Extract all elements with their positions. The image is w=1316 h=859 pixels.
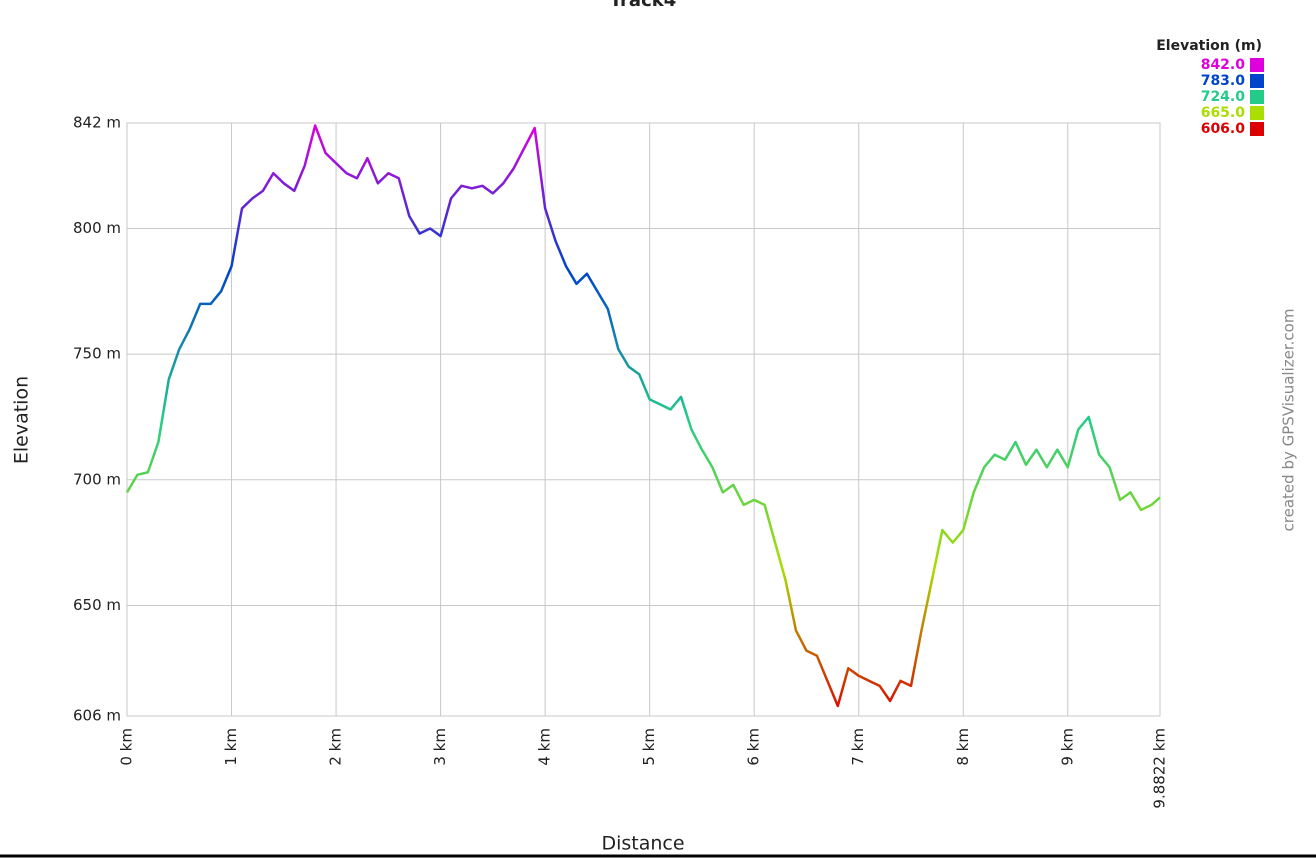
legend-swatch — [1250, 90, 1264, 104]
elevation-line — [125, 124, 1161, 708]
y-tick-label: 750 m — [73, 345, 121, 363]
x-tick-label: 8 km — [954, 728, 972, 766]
plot-frame — [126, 122, 1161, 717]
y-tick-label: 650 m — [73, 596, 121, 614]
y-tick-label: 800 m — [73, 219, 121, 237]
legend-swatch — [1250, 74, 1264, 88]
legend-title: Elevation (m) — [1156, 38, 1262, 54]
y-tick-label: 700 m — [73, 470, 121, 488]
legend-label: 606.0 — [1201, 121, 1246, 137]
x-tick-label: 9 km — [1058, 728, 1076, 766]
x-tick-label: 7 km — [849, 728, 867, 766]
x-tick-label: 3 km — [431, 728, 449, 766]
legend-swatch — [1250, 106, 1264, 120]
legend-swatch — [1250, 58, 1264, 72]
x-tick-label: 9.8822 km — [1151, 728, 1169, 809]
credit: created by GPSVisualizer.com — [1280, 309, 1298, 532]
x-tick-label: 5 km — [640, 728, 658, 766]
legend-label: 724.0 — [1201, 89, 1246, 105]
x-axis-label: Distance — [601, 833, 684, 855]
legend-label: 842.0 — [1201, 57, 1246, 73]
legend-label: 783.0 — [1201, 73, 1246, 89]
x-tick-label: 4 km — [536, 728, 554, 766]
x-tick-label: 6 km — [745, 728, 763, 766]
x-tick-label: 2 km — [327, 728, 345, 766]
chart-title: Track4 — [610, 0, 677, 11]
y-tick-label: 606 m — [73, 707, 121, 725]
y-axis-label: Elevation — [11, 376, 33, 464]
x-tick-label: 1 km — [222, 728, 240, 766]
legend-swatch — [1250, 122, 1264, 136]
legend-label: 665.0 — [1201, 105, 1246, 121]
y-tick-label: 842 m — [73, 114, 121, 132]
x-tick-label: 0 km — [118, 728, 136, 766]
